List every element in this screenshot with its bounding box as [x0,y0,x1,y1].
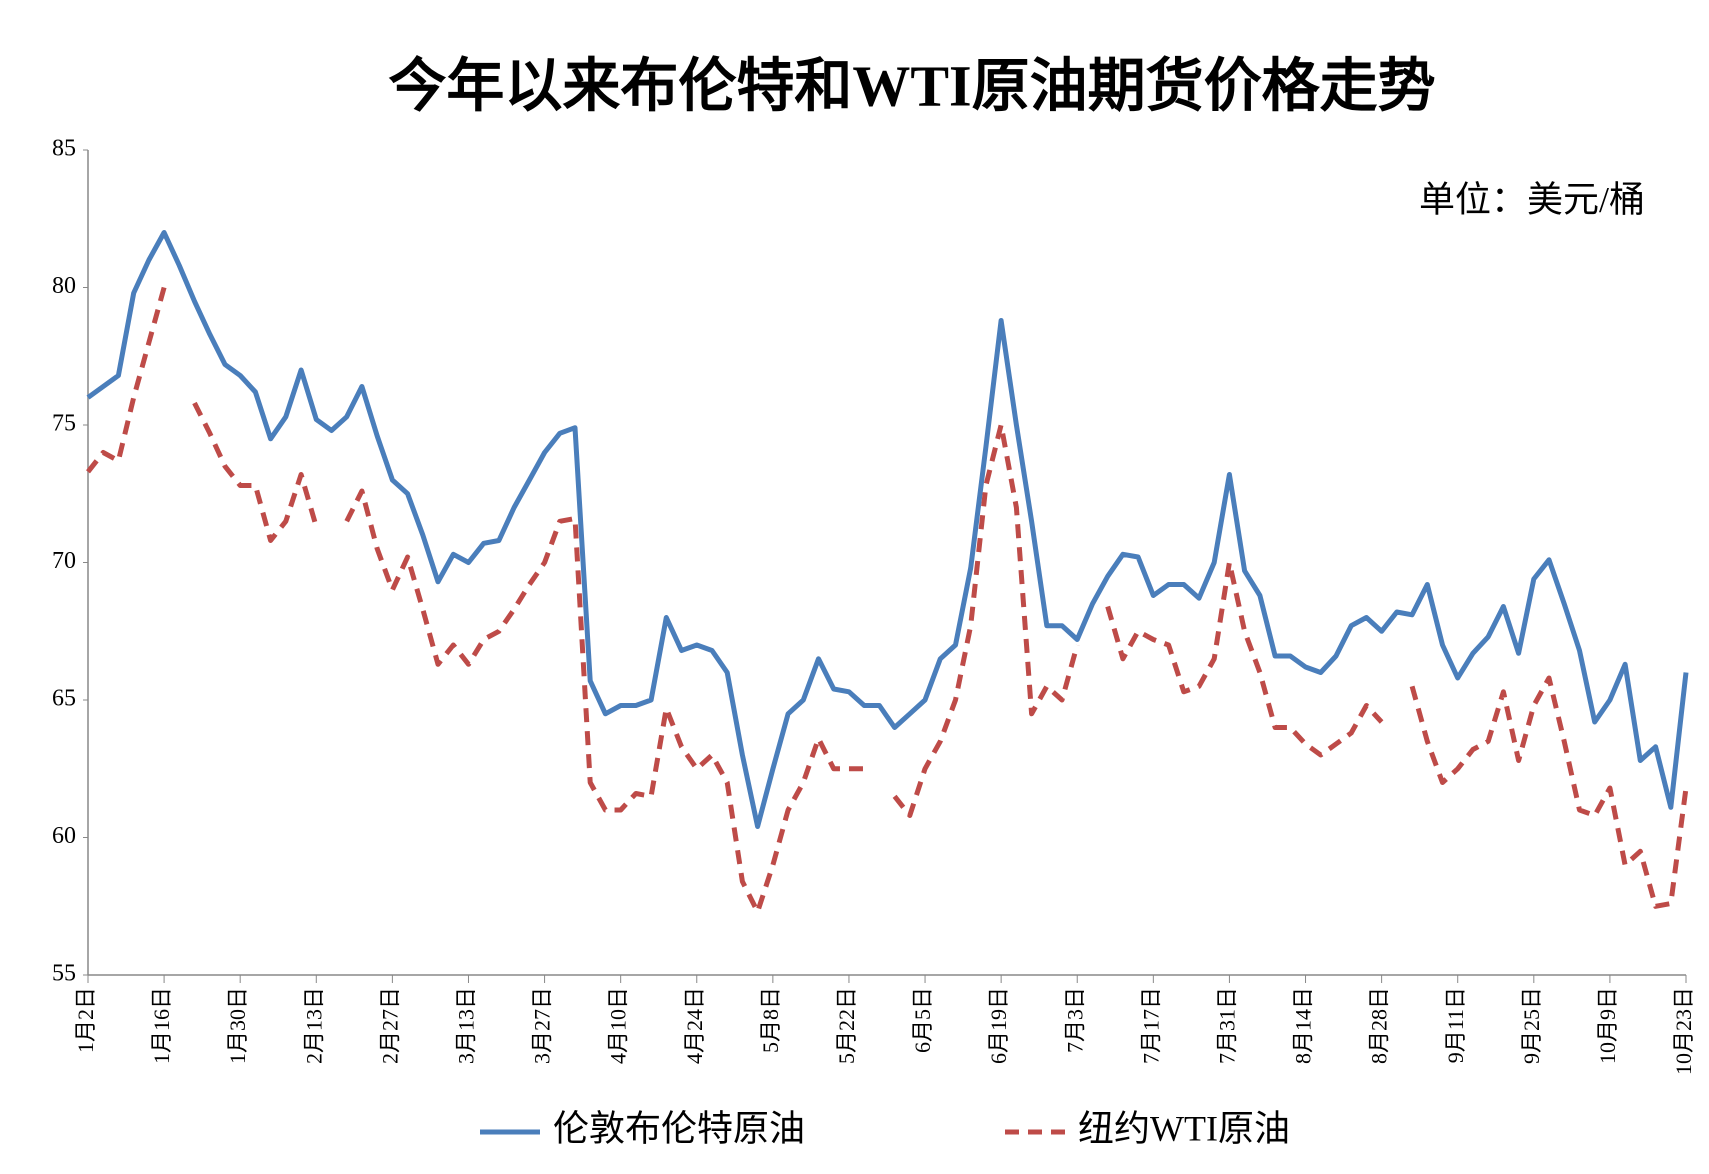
x-tick-label: 4月24日 [682,987,707,1064]
x-tick-label: 8月28日 [1367,987,1392,1064]
legend-label: 伦敦布伦特原油 [553,1108,805,1148]
x-tick-label: 3月13日 [454,987,479,1064]
y-tick-label: 60 [52,823,76,849]
series-line [86,286,1689,915]
x-tick-label: 5月8日 [758,987,783,1053]
series-line [86,230,1689,829]
x-tick-label: 2月27日 [377,987,402,1064]
x-tick-label: 1月30日 [225,987,250,1064]
chart-title: 今年以来布伦特和WTI原油期货价格走势 [388,53,1435,118]
x-tick-label: 6月19日 [986,987,1011,1064]
x-tick-label: 1月2日 [73,987,98,1053]
x-tick-label: 7月17日 [1138,987,1163,1064]
x-tick-label: 8月14日 [1291,987,1316,1064]
y-tick-label: 70 [52,548,76,574]
y-tick-label: 65 [52,686,76,712]
y-tick-label: 85 [52,136,76,162]
y-tick-label: 55 [52,961,76,987]
y-tick-label: 75 [52,411,76,437]
unit-label: 单位：美元/桶 [1419,179,1645,219]
x-tick-label: 10月9日 [1595,987,1620,1064]
x-tick-label: 6月5日 [910,987,935,1053]
x-tick-label: 2月13日 [301,987,326,1064]
x-tick-label: 1月16日 [149,987,174,1064]
y-tick-label: 80 [52,273,76,299]
x-tick-label: 7月3日 [1062,987,1087,1053]
x-tick-label: 4月10日 [606,987,631,1064]
x-tick-label: 7月31日 [1214,987,1239,1064]
x-tick-label: 9月11日 [1443,987,1468,1063]
x-tick-label: 9月25日 [1519,987,1544,1064]
x-tick-label: 3月27日 [530,987,555,1064]
legend-label: 纽约WTI原油 [1078,1108,1290,1148]
x-tick-label: 10月23日 [1671,987,1696,1075]
x-tick-label: 5月22日 [834,987,859,1064]
